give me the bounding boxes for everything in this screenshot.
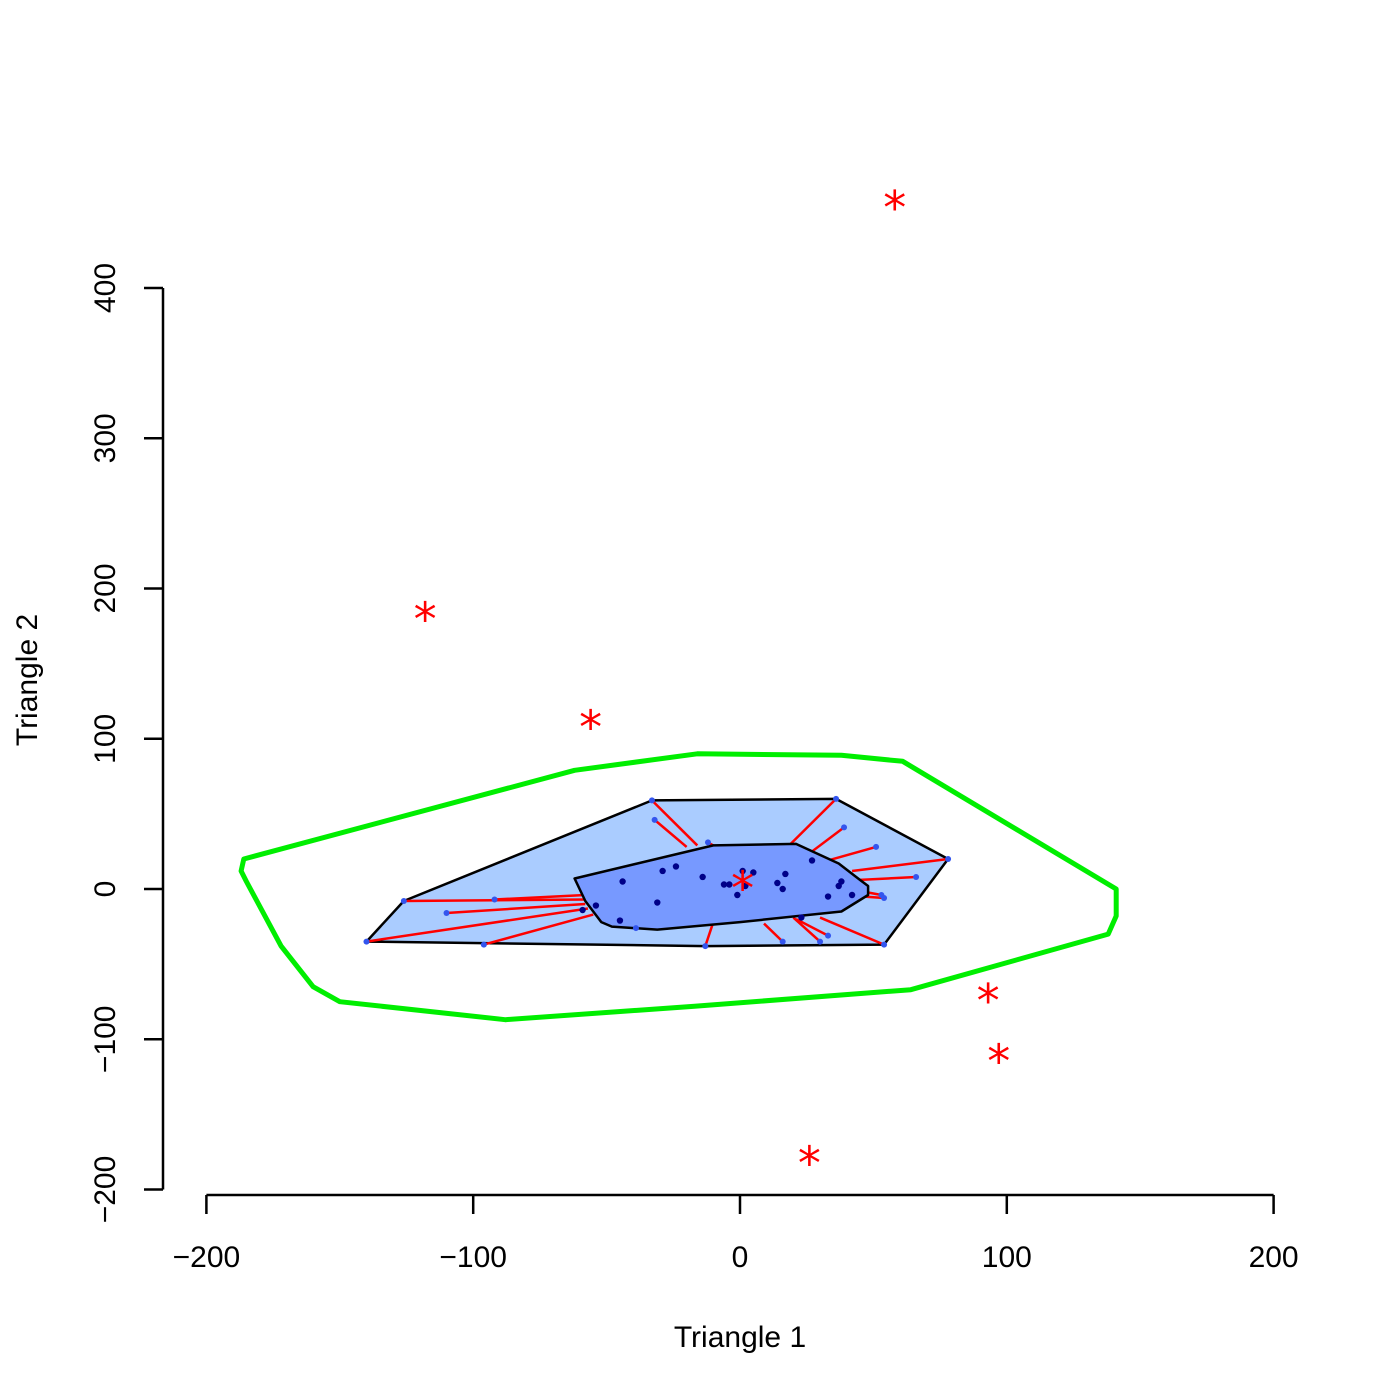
bag-point [782,870,789,878]
outlier-marker: * [987,1034,1010,1088]
whisker-line [857,875,917,882]
fence-layer [238,751,1119,1023]
bag-point [720,881,728,888]
loop-point [480,941,487,948]
loop-point [443,910,450,917]
loop-point [400,898,407,905]
whisker-line [851,857,949,873]
x-axis-title: Triangle 1 [674,1321,806,1354]
whisker-line [653,818,688,848]
loop-point [833,795,840,802]
bag-point [750,869,757,876]
outlier-marker: * [414,593,437,647]
loop-point [704,839,711,846]
whisker-line [789,797,837,845]
loop-point [825,932,832,939]
outlier-marker: * [579,701,602,755]
bag-point [726,881,733,888]
bag-point [824,893,832,900]
x-tick-label: 100 [982,1241,1032,1274]
loop-point [873,843,880,850]
loop-point [841,824,848,831]
y-tick-label: −200 [89,1156,122,1224]
whisker-line [827,845,877,862]
loop-point [363,938,370,945]
loop-point [945,855,952,862]
loop-point [702,943,709,950]
bag-point [739,867,746,875]
x-tick-label: 200 [1249,1241,1299,1274]
whisker-line [792,916,821,943]
whisker-line [795,917,829,937]
bag-point [616,917,624,924]
y-tick-label: 100 [89,714,122,764]
outlier-marker: * [977,974,1000,1028]
whisker-line [446,902,586,915]
loop-point [881,941,888,948]
bag-point [848,891,856,899]
whisker-line [763,922,784,943]
bag-point [838,878,845,885]
y-tick-label: −100 [89,1006,122,1074]
bag-point [734,891,741,899]
whisker-line [651,799,699,847]
fence-polygon [238,751,1119,1023]
whisker-line [494,893,586,901]
x-tick-label: −200 [173,1241,241,1274]
bag-point [699,873,706,881]
bag-point [779,885,786,893]
whisker-line [704,921,715,947]
bag-point [619,878,626,885]
bag-point [579,906,586,914]
bag-point [742,882,749,890]
median-marker: * [731,861,754,915]
bag-point [654,899,661,906]
y-tick-label: 400 [89,263,122,313]
bag-point [592,902,600,909]
loop-point [632,925,639,932]
whisker-line [366,907,589,943]
loop-point [817,938,824,945]
loop-point [491,896,498,903]
bag-point [798,914,805,921]
x-tick-label: −100 [439,1241,507,1274]
whisker-line [811,826,845,853]
loop-point [881,895,888,902]
bag-layer [573,842,870,931]
loop-point [651,816,658,823]
bag-point [659,867,666,875]
y-axis-title: Triangle 2 [11,614,44,746]
bag-point [672,863,680,870]
whisker-line [483,913,594,946]
outlier-marker: * [798,1136,821,1190]
loop-point [648,797,655,804]
axes-layer: −200 −100 0 100 200 −200 −100 0 100 200 300 400 [89,263,1299,1274]
points-layer: * [363,795,952,950]
y-tick-label: 300 [89,413,122,463]
y-tick-label: 200 [89,563,122,613]
whisker-line [819,916,885,946]
x-tick-label: 0 [732,1241,749,1274]
bag-polygon [573,842,870,931]
loop-point [913,873,920,880]
bag-point [774,879,781,887]
y-tick-label: 0 [89,881,122,898]
bag-point [808,857,816,864]
outlier-layer: * * * * * * [414,181,1011,1191]
outlier-marker: * [883,181,906,235]
loop-point [779,938,786,945]
